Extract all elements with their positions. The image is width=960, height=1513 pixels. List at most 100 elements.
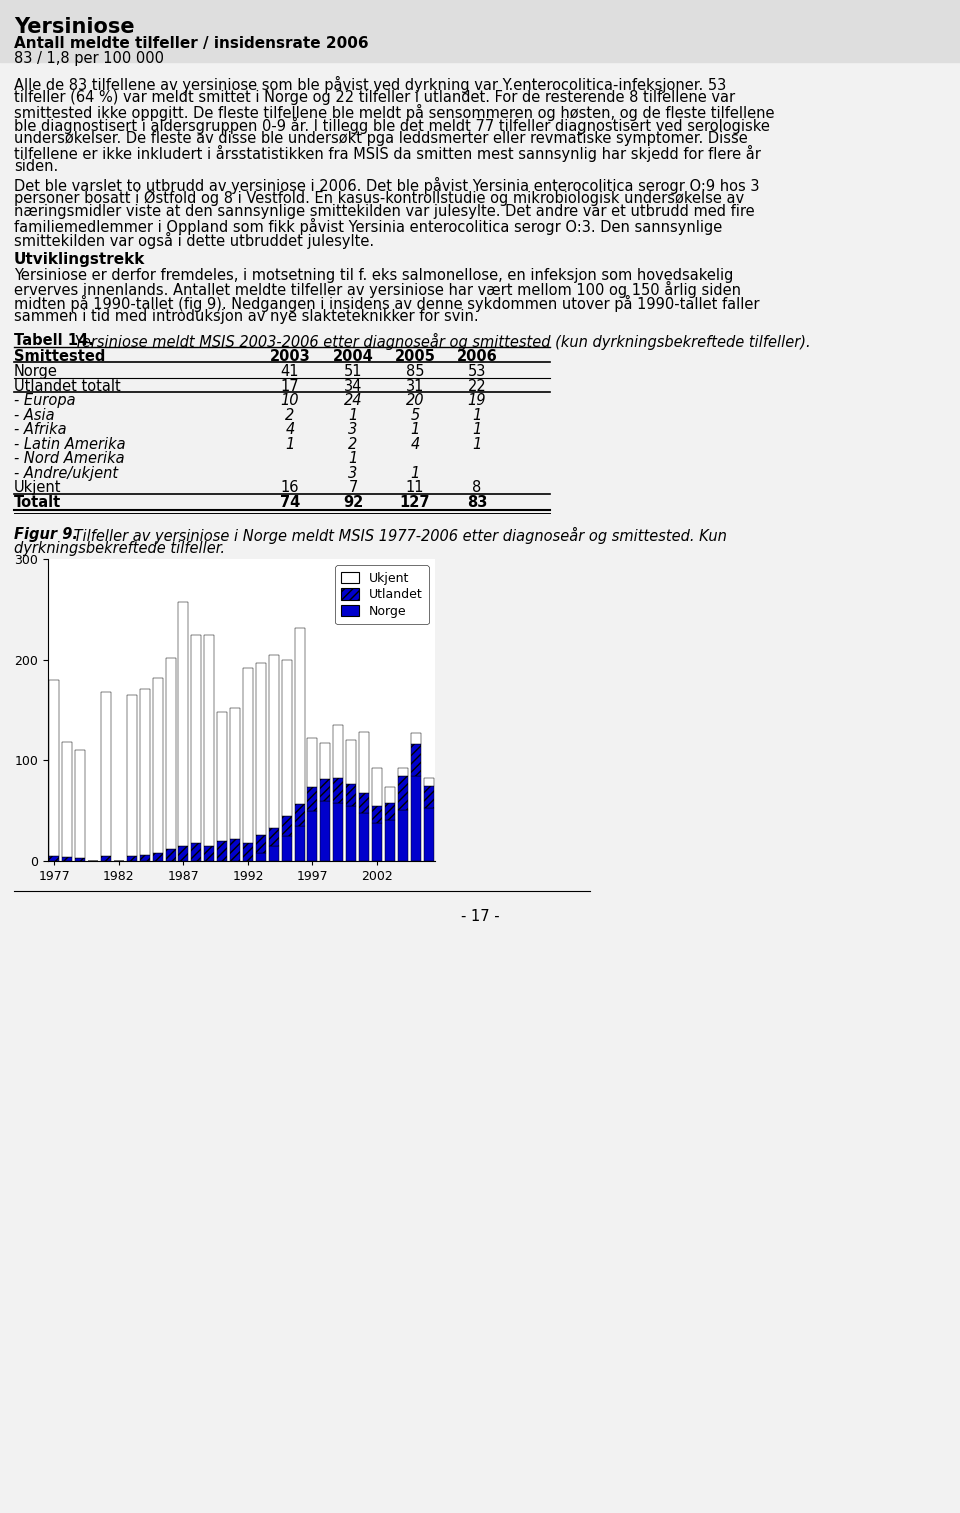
Text: 17: 17 <box>280 378 300 393</box>
Text: 92: 92 <box>343 495 363 510</box>
Text: 83: 83 <box>467 495 487 510</box>
Bar <box>281 837 292 861</box>
Bar <box>179 846 188 861</box>
Text: Alle de 83 tilfellene av yersiniose som ble påvist ved dyrkning var Y.enterocoli: Alle de 83 tilfellene av yersiniose som … <box>14 76 727 92</box>
Bar <box>255 663 266 835</box>
Text: 1: 1 <box>410 466 420 481</box>
Bar <box>307 787 318 811</box>
Bar <box>347 740 356 784</box>
Bar <box>385 820 395 861</box>
Text: Utlandet totalt: Utlandet totalt <box>14 378 121 393</box>
Bar <box>217 713 228 841</box>
Bar <box>204 846 214 861</box>
Text: - Andre/ukjent: - Andre/ukjent <box>14 466 118 481</box>
Text: 74: 74 <box>280 495 300 510</box>
Text: Figur 9.: Figur 9. <box>14 528 78 542</box>
Bar <box>397 769 408 776</box>
Legend: Ukjent, Utlandet, Norge: Ukjent, Utlandet, Norge <box>335 566 429 625</box>
Text: 24: 24 <box>344 393 362 409</box>
Bar <box>191 843 202 861</box>
Text: 11: 11 <box>406 480 424 495</box>
Bar <box>423 808 434 861</box>
Text: 31: 31 <box>406 378 424 393</box>
Bar <box>179 602 188 846</box>
Text: 2004: 2004 <box>332 350 373 363</box>
Bar <box>165 658 176 849</box>
Bar <box>411 776 420 861</box>
Text: Det ble varslet to utbrudd av yersiniose i 2006. Det ble påvist Yersinia enteroc: Det ble varslet to utbrudd av yersiniose… <box>14 177 759 194</box>
Text: smittekilden var også i dette utbruddet julesylte.: smittekilden var også i dette utbruddet … <box>14 231 374 248</box>
Bar <box>281 660 292 816</box>
Bar <box>101 691 111 856</box>
Bar <box>372 769 382 806</box>
Text: 7: 7 <box>348 480 358 495</box>
Text: Tilfeller av yersiniose i Norge meldt MSIS 1977-2006 etter diagnoseår og smittes: Tilfeller av yersiniose i Norge meldt MS… <box>69 528 727 545</box>
Text: dyrkningsbekreftede tilfeller.: dyrkningsbekreftede tilfeller. <box>14 542 225 557</box>
Bar <box>230 708 240 838</box>
Text: 1: 1 <box>472 409 482 422</box>
Text: - Europa: - Europa <box>14 393 76 409</box>
Bar <box>140 688 150 855</box>
Bar <box>127 694 137 856</box>
Bar <box>153 678 162 853</box>
Text: 2005: 2005 <box>395 350 436 363</box>
Text: 34: 34 <box>344 378 362 393</box>
Text: 3: 3 <box>348 422 358 437</box>
Text: Utviklingstrekk: Utviklingstrekk <box>14 251 145 266</box>
Bar <box>423 785 434 808</box>
Text: 53: 53 <box>468 365 486 380</box>
Bar <box>423 778 434 785</box>
Bar <box>333 778 344 803</box>
Text: familiemedlemmer i Oppland som fikk påvist Yersinia enterocolitica serogr O:3. D: familiemedlemmer i Oppland som fikk påvi… <box>14 218 722 235</box>
Text: 127: 127 <box>399 495 430 510</box>
Text: Totalt: Totalt <box>14 495 61 510</box>
Bar <box>101 856 111 861</box>
Text: - 17 -: - 17 - <box>461 909 499 924</box>
Text: 41: 41 <box>280 365 300 380</box>
Text: 2006: 2006 <box>457 350 497 363</box>
Text: tilfeller (64 %) var meldt smittet i Norge og 22 tilfeller i utlandet. For de re: tilfeller (64 %) var meldt smittet i Nor… <box>14 89 735 104</box>
Bar <box>75 750 85 858</box>
Text: undersøkelser. De fleste av disse ble undersøkt pga leddsmerter eller revmatiske: undersøkelser. De fleste av disse ble un… <box>14 132 748 147</box>
Bar <box>204 634 214 846</box>
Text: 2003: 2003 <box>270 350 310 363</box>
Bar <box>153 853 162 861</box>
Text: - Afrika: - Afrika <box>14 422 66 437</box>
Text: 83 / 1,8 per 100 000: 83 / 1,8 per 100 000 <box>14 51 164 67</box>
Bar <box>411 734 420 744</box>
Bar <box>243 667 253 843</box>
Text: 10: 10 <box>280 393 300 409</box>
Text: næringsmidler viste at den sannsynlige smittekilden var julesylte. Det andre var: næringsmidler viste at den sannsynlige s… <box>14 204 755 219</box>
Bar <box>295 826 304 861</box>
Text: 19: 19 <box>468 393 487 409</box>
Text: personer bosatt i Østfold og 8 i Vestfold. En kasus-kontrollstudie og mikrobiolo: personer bosatt i Østfold og 8 i Vestfol… <box>14 191 744 206</box>
Text: 1: 1 <box>348 409 358 422</box>
Bar <box>269 846 278 861</box>
Text: 85: 85 <box>406 365 424 380</box>
Bar <box>333 803 344 861</box>
Text: 2: 2 <box>285 409 295 422</box>
Bar <box>359 732 369 793</box>
Text: 20: 20 <box>406 393 424 409</box>
Text: 4: 4 <box>410 437 420 452</box>
Bar <box>255 853 266 861</box>
Bar <box>243 843 253 861</box>
Bar <box>269 655 278 828</box>
Text: 1: 1 <box>472 437 482 452</box>
Bar <box>307 738 318 787</box>
Text: - Latin Amerika: - Latin Amerika <box>14 437 126 452</box>
Bar <box>140 855 150 861</box>
Bar <box>385 803 395 820</box>
Bar <box>347 784 356 806</box>
Bar <box>255 835 266 853</box>
Text: - Nord Amerika: - Nord Amerika <box>14 451 125 466</box>
Bar <box>295 628 304 803</box>
Text: Norge: Norge <box>14 365 58 380</box>
Text: Ukjent: Ukjent <box>14 480 61 495</box>
Text: 1: 1 <box>410 422 420 437</box>
Bar <box>269 828 278 846</box>
Bar <box>49 679 60 856</box>
Bar <box>372 806 382 823</box>
Bar <box>127 856 137 861</box>
Text: 22: 22 <box>468 378 487 393</box>
